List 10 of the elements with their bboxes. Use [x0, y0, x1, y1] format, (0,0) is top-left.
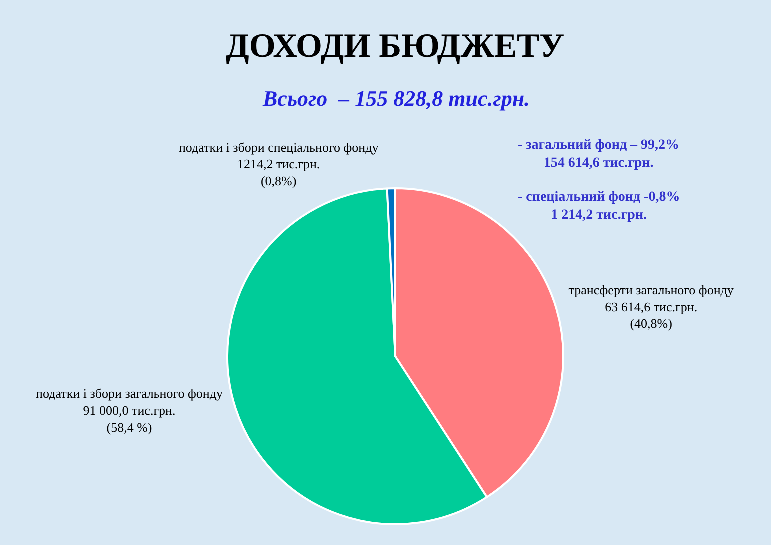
text: - спеціальний фонд -0,8% 1 214,2 тис.грн. [518, 190, 680, 224]
slice-label: податки і збори спеціального фонду [178, 140, 380, 155]
data-label: 63 614,6 тис.грн. (40,8%) [605, 299, 698, 332]
text: - загальний фонд – 99,2% 154 614,6 тис.грн. [518, 138, 680, 172]
chart-subtitle: Всього – 155 828,8 тис.грн. [262, 86, 530, 111]
data-label: 91 000,0 тис.грн. (58,4 %) [83, 403, 176, 435]
slice-label: трансферти загального фонду [568, 282, 734, 298]
slice-label: податки і збори загального фонду [36, 386, 224, 402]
chart-title: ДОХОДИ БЮДЖЕТУ [226, 28, 565, 65]
data-label: 1214,2 тис.грн. (0,8%) [237, 156, 320, 189]
